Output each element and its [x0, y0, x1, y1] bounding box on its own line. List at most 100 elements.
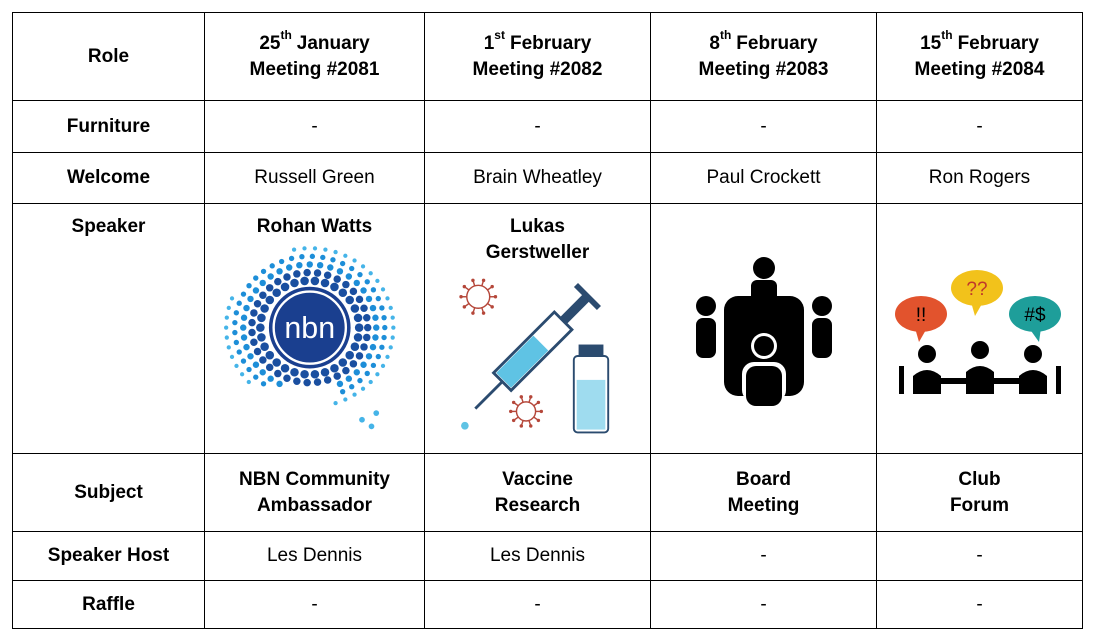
syringe-needle	[474, 380, 504, 410]
logo-dot	[280, 282, 290, 292]
month: February	[736, 32, 818, 54]
logo-dot	[306, 261, 313, 268]
logo-dot	[333, 372, 341, 380]
virus-body	[466, 284, 491, 309]
virus-spike	[481, 281, 484, 287]
virus-tip	[462, 305, 467, 309]
logo-dot	[240, 314, 248, 321]
body	[750, 279, 777, 302]
cell: -	[424, 580, 651, 629]
month: February	[509, 32, 592, 54]
logo-dot	[267, 273, 274, 280]
logo-dot	[240, 324, 247, 331]
syringe-plunger	[559, 293, 591, 325]
logo-dot	[338, 288, 348, 297]
head	[970, 340, 989, 359]
logo-dot	[246, 379, 251, 385]
logo-dot	[232, 329, 238, 336]
logo-dot	[349, 384, 355, 390]
cell: -	[876, 100, 1083, 153]
logo-dot	[381, 334, 387, 341]
logo-ring-gap	[272, 290, 348, 365]
virus-tip	[536, 418, 541, 423]
meeting-date: 15th February	[881, 29, 1078, 57]
speaker-name: Gerstweller	[485, 242, 590, 263]
cell: Ron Rogers	[876, 152, 1083, 204]
logo-dot	[370, 287, 377, 293]
body	[912, 369, 941, 394]
logo-dot	[352, 258, 357, 263]
logo-dot	[259, 369, 266, 376]
logo-dot	[283, 273, 291, 281]
logo-dot	[350, 304, 360, 313]
virus-spike	[520, 397, 524, 403]
logo-dot	[381, 315, 387, 321]
logo-dot	[229, 354, 235, 359]
logo-dot	[364, 279, 370, 285]
virus-tip	[471, 278, 475, 283]
bubble-text: !!	[915, 305, 926, 326]
logo-dot	[259, 356, 267, 364]
logo-dot	[293, 270, 301, 278]
bottle-fluid	[576, 379, 606, 430]
logo-dot	[274, 277, 282, 286]
logo-dot	[349, 265, 355, 272]
bubble-tail	[970, 301, 983, 316]
cell: -	[650, 100, 877, 153]
schedule-table: Role 25th January Meeting #2081 1st February M…	[12, 12, 1083, 629]
logo-dot	[360, 361, 367, 368]
logo-dot	[303, 268, 311, 277]
logo-dot	[363, 323, 372, 332]
body	[695, 317, 716, 358]
logo-dot	[355, 295, 364, 304]
logo-dot	[353, 279, 360, 287]
logo-dot	[320, 278, 330, 288]
subject-line: Meeting	[727, 494, 800, 516]
logo-dot	[365, 353, 373, 360]
logo-dot	[240, 291, 247, 297]
logo-dot	[364, 370, 370, 377]
virus-spike	[464, 286, 470, 291]
meeting-number: Meeting #2082	[472, 58, 603, 80]
logo-dot	[247, 353, 254, 360]
bubble-tail	[1028, 327, 1041, 342]
logo-dot	[296, 261, 303, 269]
logo-dot	[360, 264, 366, 269]
virus-tip	[490, 284, 494, 289]
logo-dot	[360, 386, 366, 391]
logo-dot	[252, 361, 260, 368]
logo-dot	[350, 342, 360, 351]
logo-dot	[253, 347, 262, 356]
cell: -	[650, 531, 877, 581]
virus-tip	[519, 395, 524, 399]
virus-spike	[481, 307, 484, 313]
logo-dot	[239, 372, 245, 377]
logo-dot	[248, 328, 256, 337]
logo-dot	[388, 305, 393, 310]
logo-dot	[236, 300, 242, 306]
logo-dot	[373, 324, 380, 331]
virus-spike	[464, 302, 470, 307]
logo-dot	[330, 282, 339, 292]
day: 8	[709, 32, 720, 54]
logo-dot	[278, 258, 285, 265]
logo-dot	[313, 269, 322, 277]
cell: -	[650, 580, 877, 629]
logo-dot	[369, 304, 377, 312]
logo-dot	[250, 309, 258, 317]
logo-dot	[260, 268, 267, 275]
logo-dot	[300, 276, 309, 286]
logo-dot	[323, 376, 332, 384]
virus-spike	[472, 281, 476, 287]
drop	[461, 421, 469, 430]
logo-dot	[285, 264, 293, 271]
logo-dot	[365, 295, 373, 303]
cell: -	[876, 531, 1083, 581]
logo-dot	[370, 362, 377, 369]
body	[811, 317, 832, 358]
speaker-image: !!?? #$	[894, 269, 1061, 394]
speech-bubble	[950, 269, 1003, 306]
virus-tip	[511, 400, 516, 405]
day: 1	[483, 32, 495, 54]
logo-ring	[268, 286, 351, 369]
